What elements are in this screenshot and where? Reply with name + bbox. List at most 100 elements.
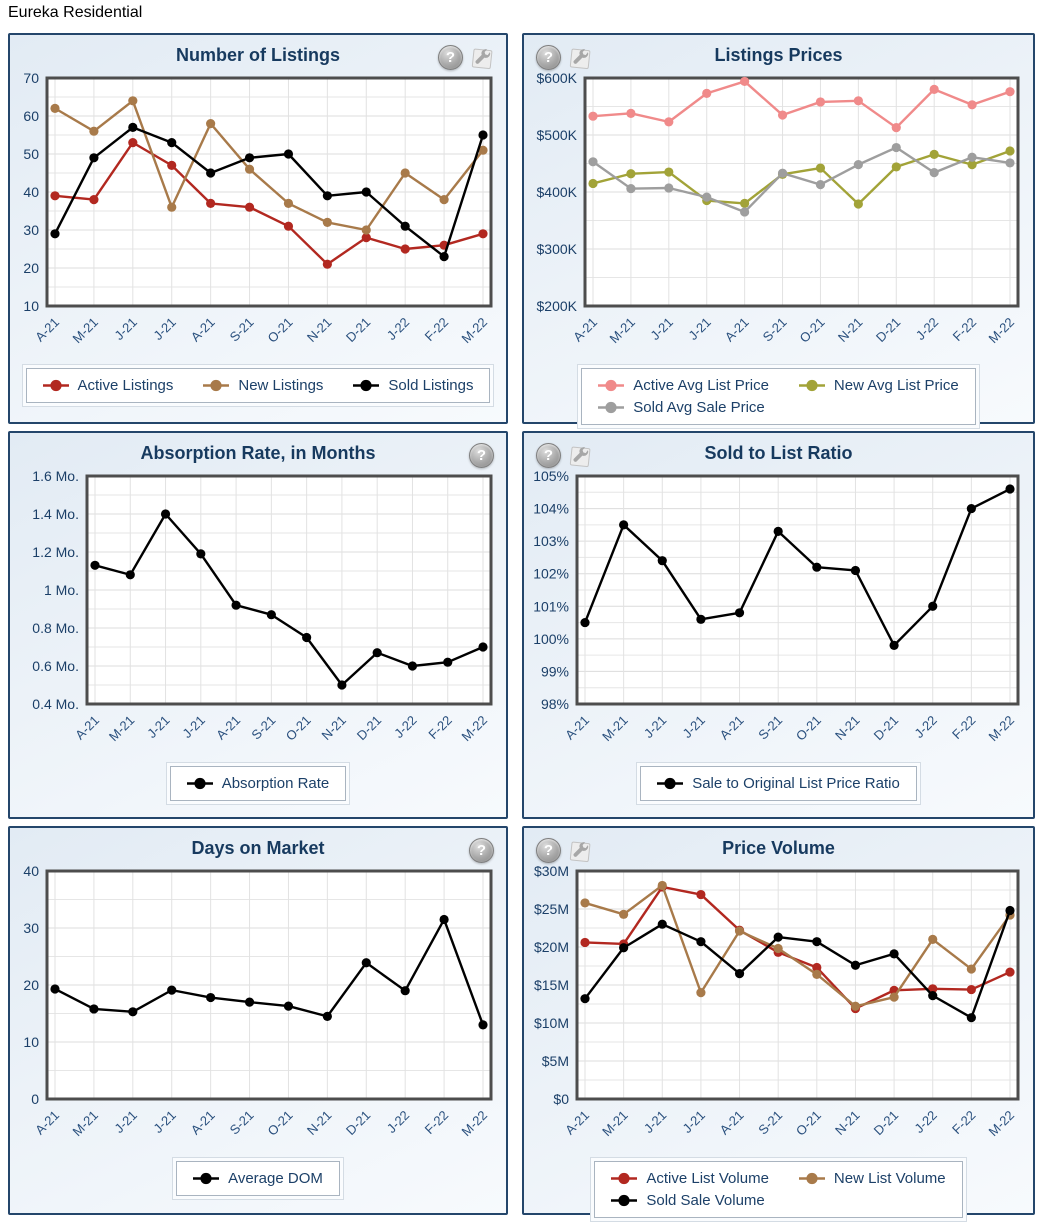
svg-text:$200K: $200K [537, 298, 578, 314]
svg-text:A-21: A-21 [722, 315, 752, 345]
svg-text:N-21: N-21 [304, 315, 335, 346]
svg-text:10: 10 [23, 1034, 39, 1050]
dashboard-grid: ? Number of Listings 10 20 30 40 50 60 70 A-21 M… [8, 33, 1035, 1218]
legend-row: Absorption Rate [186, 775, 329, 792]
svg-text:J-22: J-22 [911, 1108, 939, 1136]
svg-text:$0: $0 [553, 1091, 569, 1107]
svg-text:$30M: $30M [534, 863, 569, 879]
svg-text:M-21: M-21 [599, 1108, 631, 1140]
panel-days-on-market: ? Days on Market 0 10 20 30 40 A-21 M-21 J-21 J-… [8, 826, 508, 1215]
svg-text:J-21: J-21 [680, 1108, 708, 1136]
legend-label: Sold Sale Volume [646, 1192, 765, 1209]
help-icon[interactable]: ? [438, 45, 463, 70]
svg-text:J-21: J-21 [111, 315, 139, 343]
svg-text:A-21: A-21 [717, 713, 747, 743]
legend-marker-average-dom [193, 1172, 220, 1185]
chart-title: Price Volume [722, 838, 835, 858]
svg-text:O-21: O-21 [793, 1108, 824, 1139]
svg-text:99%: 99% [541, 663, 569, 679]
chart-legend: Absorption Rate [10, 766, 506, 801]
svg-text:S-21: S-21 [755, 1108, 785, 1138]
chart-legend: Sale to Original List Price Ratio [524, 766, 1033, 801]
svg-text:D-21: D-21 [354, 713, 385, 744]
help-icon[interactable]: ? [469, 838, 494, 863]
svg-text:A-21: A-21 [717, 1108, 747, 1138]
legend-box: Absorption Rate [169, 766, 347, 801]
settings-wrench-icon[interactable] [470, 46, 494, 70]
legend-item-sold-sale-volume: Sold Sale Volume [611, 1192, 765, 1209]
legend-marker-active-listings [42, 379, 69, 392]
panel-number-of-listings: ? Number of Listings 10 20 30 40 50 60 70 A-21 M… [8, 33, 508, 424]
legend-item-sold-listings: Sold Listings [353, 377, 473, 394]
svg-text:M-22: M-22 [459, 713, 491, 745]
page-title: Eureka Residential [8, 4, 143, 21]
legend-marker-new-list-volume [798, 1172, 825, 1185]
svg-text:$300K: $300K [537, 241, 578, 257]
legend-item-active-list-volume: Active List Volume [611, 1170, 769, 1187]
svg-text:F-22: F-22 [950, 315, 980, 345]
legend-row: Sold Sale Volume [611, 1192, 945, 1209]
line-chart-sold-to-list-ratio: 98%99%100%101%102%103%104%105%A-21 M-21 J-… [533, 468, 1020, 744]
svg-text:S-21: S-21 [227, 315, 257, 345]
help-icon[interactable]: ? [536, 45, 561, 70]
legend-label: Sold Listings [388, 377, 474, 394]
legend-box: Active Avg List Price New Avg List Price S… [581, 368, 976, 425]
svg-text:J-22: J-22 [913, 315, 941, 343]
chart-title: Listings Prices [714, 45, 843, 65]
legend-label: Active Avg List Price [633, 377, 769, 394]
help-icon[interactable]: ? [536, 443, 561, 468]
svg-text:A-21: A-21 [72, 713, 102, 743]
legend-item-new-avg-list-price: New Avg List Price [798, 377, 959, 394]
legend-label: Sale to Original List Price Ratio [692, 775, 900, 792]
settings-wrench-icon[interactable] [568, 444, 592, 468]
legend-marker-sold-listings [353, 379, 380, 392]
svg-text:A-21: A-21 [562, 1108, 592, 1138]
svg-text:J-22: J-22 [384, 315, 412, 343]
svg-text:S-21: S-21 [227, 1108, 257, 1138]
svg-text:1 Mo.: 1 Mo. [44, 582, 79, 598]
help-icon[interactable]: ? [536, 838, 561, 863]
svg-text:N-21: N-21 [304, 1108, 335, 1139]
svg-text:0.6 Mo.: 0.6 Mo. [32, 658, 79, 674]
svg-text:J-21: J-21 [647, 315, 675, 343]
panel-absorption-rate: ? Absorption Rate, in Months 0.4 Mo. 0.6 … [8, 431, 508, 819]
legend-row: Average DOM [193, 1170, 323, 1187]
chart-legend: Active Listings New Listings Sold Listings [10, 368, 506, 403]
legend-marker-active-avg-list-price [598, 379, 625, 392]
svg-text:1.4 Mo.: 1.4 Mo. [32, 506, 79, 522]
panel-icons: ? [536, 838, 592, 863]
svg-text:20: 20 [23, 977, 39, 993]
svg-text:1.6 Mo.: 1.6 Mo. [32, 468, 79, 484]
legend-marker-new-listings [203, 379, 230, 392]
legend-label: New Listings [238, 377, 324, 394]
svg-text:S-21: S-21 [248, 713, 278, 743]
svg-text:J-22: J-22 [911, 713, 939, 741]
svg-text:M-21: M-21 [606, 315, 638, 347]
svg-text:F-22: F-22 [425, 713, 455, 743]
help-icon[interactable]: ? [469, 443, 494, 468]
svg-text:F-22: F-22 [422, 1108, 452, 1138]
panel-price-volume: ? Price Volume $0 $5M $10M $15M $20M $25M $30M… [522, 826, 1035, 1218]
settings-wrench-icon[interactable] [568, 839, 592, 863]
svg-text:$20M: $20M [534, 939, 569, 955]
svg-text:S-21: S-21 [760, 315, 790, 345]
settings-wrench-icon[interactable] [568, 46, 592, 70]
svg-text:70: 70 [23, 70, 39, 86]
legend-box: Active List Volume New List Volume Sold Sa… [594, 1161, 963, 1218]
svg-text:104%: 104% [533, 501, 569, 517]
legend-label: Sold Avg Sale Price [633, 399, 765, 416]
svg-text:100%: 100% [533, 631, 569, 647]
svg-text:J-21: J-21 [150, 1108, 178, 1136]
legend-row: Active Listings New Listings Sold Listings [42, 377, 473, 394]
svg-text:M-21: M-21 [69, 1108, 101, 1140]
svg-text:$10M: $10M [534, 1015, 569, 1031]
legend-marker-active-list-volume [611, 1172, 638, 1185]
legend-marker-sold-avg-sale-price [598, 401, 625, 414]
panel-sold-to-list-ratio: ? Sold to List Ratio 98% 99% 100% 101% 102% 1… [522, 431, 1035, 819]
svg-text:D-21: D-21 [343, 1108, 374, 1139]
svg-text:40: 40 [23, 184, 39, 200]
legend-marker-sale-to-original-list-price-ratio [657, 777, 684, 790]
svg-text:A-21: A-21 [188, 1108, 218, 1138]
